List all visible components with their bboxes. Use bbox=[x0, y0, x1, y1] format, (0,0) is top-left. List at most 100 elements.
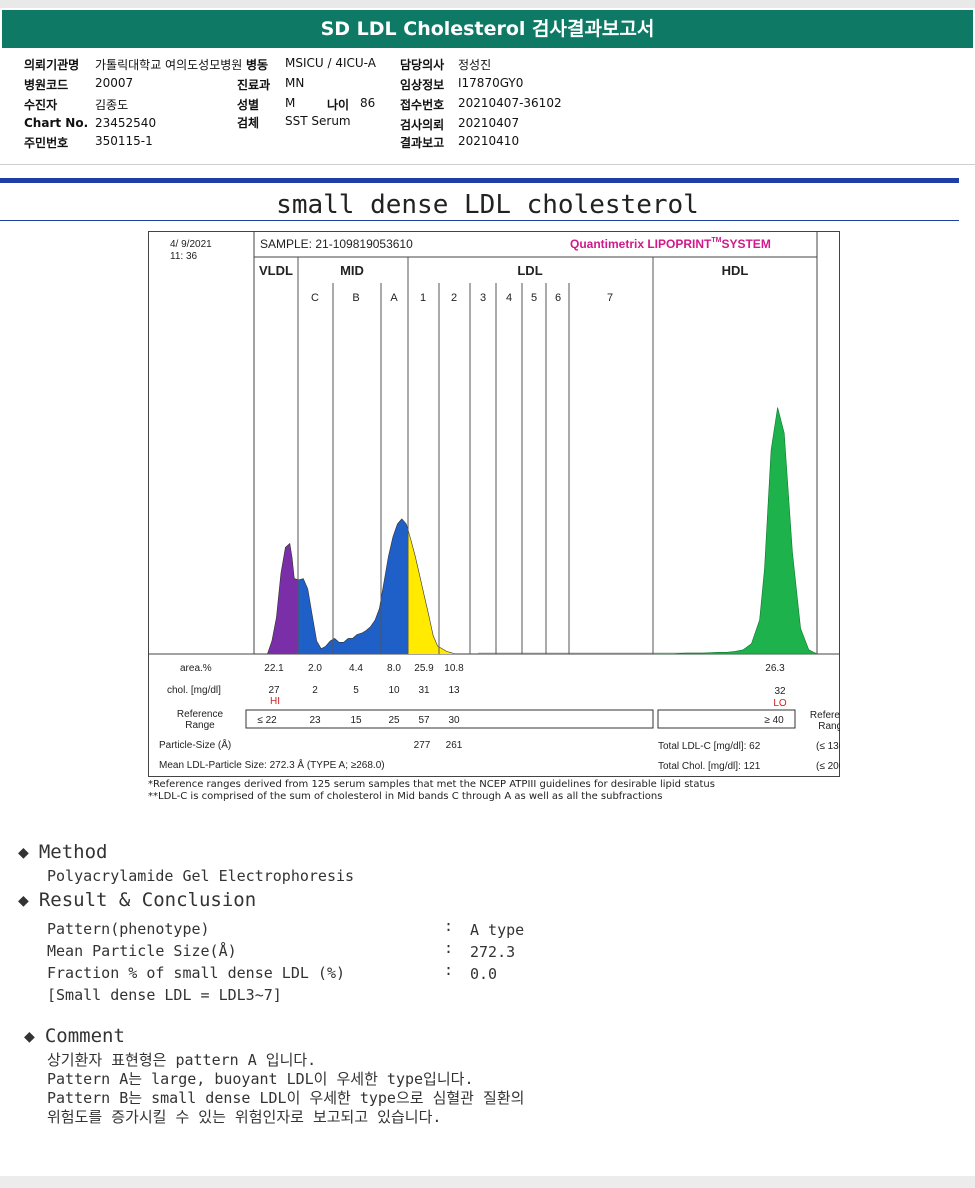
row-label-area: area.% bbox=[180, 663, 212, 674]
area-vldl: 22.1 bbox=[264, 663, 284, 674]
info-value-resident-no: 350115-1 bbox=[95, 134, 153, 148]
band-label-7: 7 bbox=[607, 292, 613, 304]
result-label-pattern: Pattern(phenotype) bbox=[47, 920, 210, 938]
chart-sample: SAMPLE: 21-109819053610 bbox=[260, 237, 413, 251]
chart-frame bbox=[148, 231, 840, 777]
info-label-report-date: 결과보고 bbox=[400, 136, 445, 150]
band-label-3: 3 bbox=[480, 292, 486, 304]
group-label-ldl: LDL bbox=[517, 263, 542, 278]
ref-b: 15 bbox=[350, 715, 362, 726]
lipoprint-chart: 4/ 9/2021 11: 36 SAMPLE: 21-109819053610… bbox=[148, 230, 857, 777]
result-heading-text: Result & Conclusion bbox=[38, 889, 257, 911]
mean-ldl-size: Mean LDL-Particle Size: 272.3 Å (TYPE A;… bbox=[159, 758, 385, 771]
total-ldl: Total LDL-C [mg/dl]: 62 bbox=[658, 741, 761, 752]
comment-heading: ◆ Comment bbox=[24, 1025, 125, 1047]
result-value-particle: 272.3 bbox=[470, 943, 516, 961]
row-label-chol: chol. [mg/dl] bbox=[167, 685, 221, 696]
info-label-resident-no: 주민번호 bbox=[24, 136, 69, 150]
total-chol: Total Chol. [mg/dl]: 121 bbox=[658, 761, 761, 772]
result-colon-2: : bbox=[444, 939, 454, 957]
diamond-icon: ◆ bbox=[24, 1026, 35, 1047]
ldl-large-area bbox=[408, 529, 470, 654]
info-label-chart-no: Chart No. bbox=[24, 116, 89, 130]
chol-ldl1: 31 bbox=[418, 685, 430, 696]
chol-hdl: 32 bbox=[774, 686, 786, 697]
result-colon-3: : bbox=[444, 961, 454, 979]
info-label-clinical: 임상정보 bbox=[400, 78, 445, 92]
result-value-pattern: A type bbox=[470, 921, 525, 939]
flag-hi: HI bbox=[270, 696, 280, 707]
band-label-b: B bbox=[352, 292, 359, 304]
total-ldl-ref: (≤ 130) bbox=[816, 741, 840, 752]
chol-ldl2: 13 bbox=[448, 685, 460, 696]
profile-outline bbox=[254, 518, 478, 655]
info-label-institution: 의뢰기관명 bbox=[24, 58, 80, 72]
area-ldl2: 10.8 bbox=[444, 663, 464, 674]
area-ldl1: 25.9 bbox=[414, 663, 434, 674]
plot-frame bbox=[253, 230, 818, 655]
band-label-4: 4 bbox=[506, 292, 512, 304]
area-hdl: 26.3 bbox=[765, 663, 785, 674]
chol-vldl: 27 bbox=[268, 685, 280, 696]
lipoprint-chart-svg: 4/ 9/2021 11: 36 SAMPLE: 21-109819053610… bbox=[148, 230, 857, 777]
method-heading-text: Method bbox=[38, 841, 108, 863]
info-value-report-date: 20210410 bbox=[458, 134, 520, 148]
ref-a: 25 bbox=[388, 715, 400, 726]
result-value-fraction: 0.0 bbox=[470, 965, 498, 983]
info-label-request-date: 검사의뢰 bbox=[400, 118, 445, 132]
particle-ldl2: 261 bbox=[446, 740, 463, 751]
info-label-age: 나이 bbox=[327, 98, 350, 112]
info-label-hospital-code: 병원코드 bbox=[24, 78, 69, 92]
info-value-institution: 가톨릭대학교 여의도성모병원 bbox=[95, 58, 243, 72]
vldl-area bbox=[254, 543, 298, 654]
bottom-strip bbox=[0, 1176, 975, 1188]
result-heading: ◆ Result & Conclusion bbox=[18, 889, 256, 911]
method-heading: ◆ Method bbox=[18, 841, 107, 863]
info-value-department: MN bbox=[285, 76, 305, 90]
chart-date: 4/ 9/2021 bbox=[170, 239, 212, 250]
footnote-1: *Reference ranges derived from 125 serum… bbox=[148, 779, 715, 790]
ref-ldl1: 57 bbox=[418, 715, 430, 726]
comment-heading-text: Comment bbox=[44, 1025, 125, 1047]
group-label-hdl: HDL bbox=[722, 263, 749, 278]
info-value-clinical: I17870GY0 bbox=[458, 76, 524, 90]
band-label-a: A bbox=[390, 292, 398, 304]
ref-ldl2: 30 bbox=[448, 715, 460, 726]
band-label-2: 2 bbox=[451, 292, 457, 304]
ref-hdl: ≥ 40 bbox=[764, 715, 784, 726]
area-c: 2.0 bbox=[308, 663, 322, 674]
ref-range-box-left bbox=[245, 709, 654, 729]
info-label-specimen: 검체 bbox=[237, 116, 260, 130]
chol-b: 5 bbox=[353, 685, 359, 696]
top-strip bbox=[0, 0, 975, 8]
ref-values: ≤ 22 23 15 25 57 30 ≥ 40 bbox=[257, 715, 784, 726]
table-values: 22.1 2.0 4.4 8.0 25.9 10.8 26.3 27 2 5 1… bbox=[264, 663, 787, 709]
info-label-patient: 수진자 bbox=[24, 98, 58, 112]
row-label-particle: Particle-Size (Å) bbox=[159, 738, 231, 751]
info-value-patient: 김종도 bbox=[95, 98, 129, 112]
info-label-ward: 병동 bbox=[246, 58, 269, 72]
ref-range-box-hdl bbox=[657, 709, 796, 729]
total-chol-ref: (≤ 200) bbox=[816, 761, 840, 772]
footnote-2: **LDL-C is comprised of the sum of chole… bbox=[148, 791, 663, 802]
comment-line-4: 위험도를 증가시킬 수 있는 위험인자로 보고되고 있습니다. bbox=[47, 1108, 442, 1126]
info-label-receipt-no: 접수번호 bbox=[400, 98, 445, 112]
diamond-icon: ◆ bbox=[18, 842, 29, 863]
comment-line-1: 상기환자 표현형은 pattern A 입니다. bbox=[47, 1051, 317, 1069]
info-value-hospital-code: 20007 bbox=[95, 76, 134, 90]
chol-c: 2 bbox=[312, 685, 318, 696]
band-dividers bbox=[297, 257, 654, 654]
diamond-icon: ◆ bbox=[18, 890, 29, 911]
chart-brand: Quantimetrix LIPOPRINTTMSYSTEM bbox=[570, 237, 771, 251]
info-value-ward: MSICU / 4ICU-A bbox=[285, 56, 376, 70]
band-label-1: 1 bbox=[420, 292, 426, 304]
ref-vldl: ≤ 22 bbox=[257, 715, 277, 726]
info-value-age: 86 bbox=[360, 96, 376, 110]
group-label-vldl: VLDL bbox=[259, 263, 293, 278]
row-label-ref: Reference Range bbox=[177, 709, 224, 731]
info-value-physician: 정성진 bbox=[458, 58, 492, 72]
info-value-request-date: 20210407 bbox=[458, 116, 520, 130]
info-separator bbox=[0, 164, 975, 165]
info-value-sex: M bbox=[285, 96, 296, 110]
